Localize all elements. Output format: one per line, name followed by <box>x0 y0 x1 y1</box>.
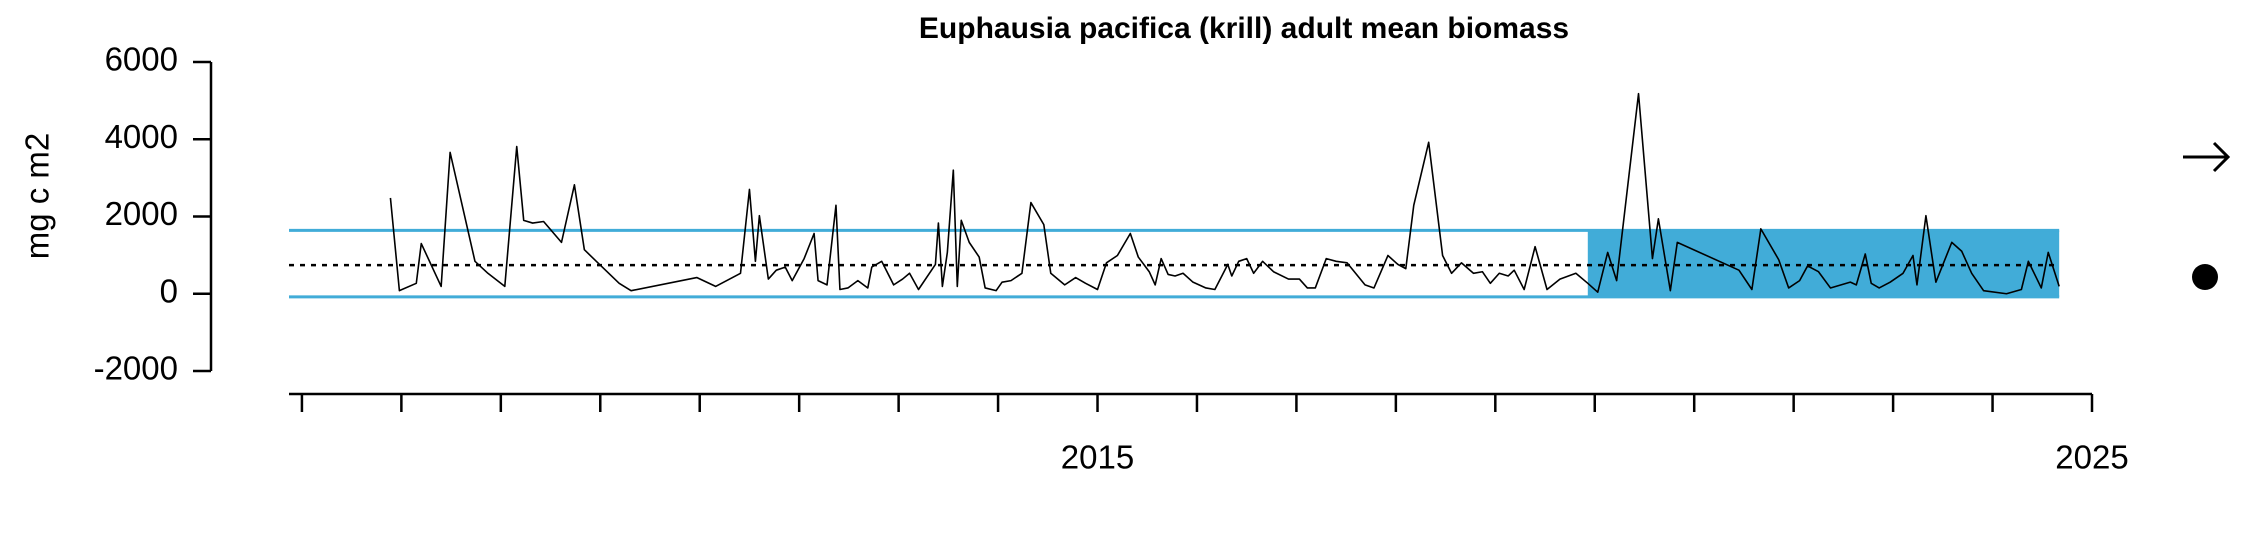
x-tick-label: 2025 <box>2055 439 2128 476</box>
y-tick-label: 6000 <box>105 41 178 78</box>
y-axis-title: mg c m2 <box>19 133 56 260</box>
y-tick-label: -2000 <box>94 350 178 387</box>
y-tick-label: 2000 <box>105 195 178 232</box>
y-tick-label: 0 <box>160 272 178 309</box>
chart-title: Euphausia pacifica (krill) adult mean bi… <box>919 12 1569 45</box>
arrow-head <box>2212 141 2231 173</box>
y-tick-label: 4000 <box>105 118 178 155</box>
trend-arrow <box>2183 141 2231 173</box>
x-tick-label: 2015 <box>1061 439 1134 476</box>
status-dot <box>2192 264 2218 290</box>
data-line <box>389 92 2060 295</box>
recent-period-box <box>1587 230 2060 297</box>
